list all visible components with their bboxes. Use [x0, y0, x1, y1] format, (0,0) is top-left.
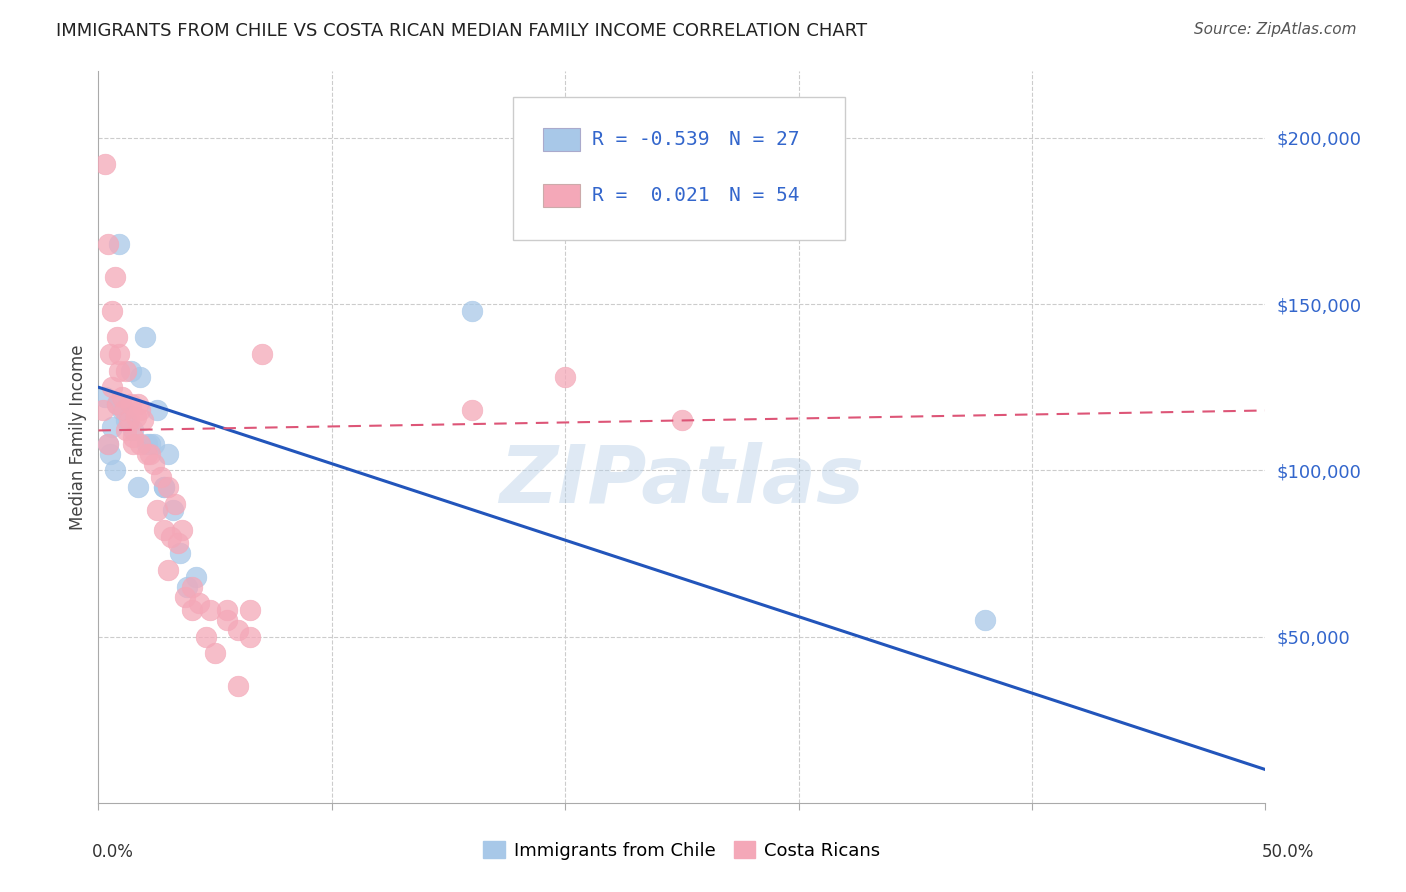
Point — [186, 570, 208, 584]
Point — [104, 270, 127, 285]
Point — [98, 347, 121, 361]
Point — [143, 436, 166, 450]
Point — [169, 546, 191, 560]
Text: Source: ZipAtlas.com: Source: ZipAtlas.com — [1194, 22, 1357, 37]
Y-axis label: Median Family Income: Median Family Income — [69, 344, 87, 530]
Text: ZIPatlas: ZIPatlas — [499, 442, 865, 520]
Point — [129, 436, 152, 450]
Point — [101, 303, 124, 318]
Point — [187, 596, 209, 610]
Point — [143, 457, 166, 471]
Point — [228, 623, 250, 637]
Point — [108, 363, 131, 377]
Point — [215, 613, 238, 627]
Point — [146, 403, 169, 417]
Point — [200, 603, 222, 617]
Point — [157, 447, 180, 461]
Point — [97, 237, 120, 252]
Point — [166, 536, 188, 550]
Point — [162, 503, 184, 517]
Text: 50.0%: 50.0% — [1263, 843, 1315, 861]
Text: R = -0.539: R = -0.539 — [592, 130, 710, 149]
Point — [165, 497, 187, 511]
Point — [97, 436, 120, 450]
Point — [108, 347, 131, 361]
Point — [180, 603, 202, 617]
Text: IMMIGRANTS FROM CHILE VS COSTA RICAN MEDIAN FAMILY INCOME CORRELATION CHART: IMMIGRANTS FROM CHILE VS COSTA RICAN MED… — [56, 22, 868, 40]
Point — [129, 403, 152, 417]
Point — [111, 390, 134, 404]
Point — [173, 590, 195, 604]
Point — [461, 403, 484, 417]
Point — [91, 403, 114, 417]
Point — [122, 430, 145, 444]
Point — [105, 397, 128, 411]
Point — [159, 530, 181, 544]
Point — [118, 413, 141, 427]
Point — [194, 630, 217, 644]
Point — [127, 480, 149, 494]
Point — [98, 447, 121, 461]
Point — [239, 603, 262, 617]
Point — [152, 480, 174, 494]
Point — [94, 390, 117, 404]
Point — [152, 523, 174, 537]
Point — [112, 403, 135, 417]
Point — [134, 330, 156, 344]
Text: N = 27: N = 27 — [728, 130, 799, 149]
Point — [108, 237, 131, 252]
Point — [115, 413, 138, 427]
Point — [204, 646, 226, 660]
Point — [157, 563, 180, 577]
Point — [146, 503, 169, 517]
Point — [461, 303, 484, 318]
FancyBboxPatch shape — [543, 184, 581, 208]
Point — [115, 424, 138, 438]
Point — [101, 380, 124, 394]
Point — [974, 613, 997, 627]
Point — [94, 157, 117, 171]
Point — [180, 580, 202, 594]
Point — [172, 523, 194, 537]
Point — [101, 420, 124, 434]
Legend: Immigrants from Chile, Costa Ricans: Immigrants from Chile, Costa Ricans — [477, 834, 887, 867]
Point — [554, 370, 576, 384]
Point — [239, 630, 262, 644]
Point — [250, 347, 273, 361]
Point — [105, 397, 128, 411]
Text: N = 54: N = 54 — [728, 186, 799, 205]
Point — [228, 680, 250, 694]
Text: 0.0%: 0.0% — [91, 843, 134, 861]
Point — [150, 470, 173, 484]
Point — [215, 603, 238, 617]
Point — [120, 397, 142, 411]
Point — [139, 436, 162, 450]
Point — [132, 413, 155, 427]
Text: R =  0.021: R = 0.021 — [592, 186, 710, 205]
Point — [157, 480, 180, 494]
Point — [122, 436, 145, 450]
Point — [115, 363, 138, 377]
Point — [127, 397, 149, 411]
Point — [176, 580, 198, 594]
Point — [125, 410, 148, 425]
FancyBboxPatch shape — [513, 97, 845, 240]
Point — [139, 447, 162, 461]
Point — [111, 403, 134, 417]
Point — [129, 370, 152, 384]
Point — [122, 424, 145, 438]
FancyBboxPatch shape — [543, 128, 581, 151]
Point — [105, 330, 128, 344]
Point — [136, 436, 159, 450]
Point — [104, 463, 127, 477]
Point — [136, 447, 159, 461]
Point — [120, 363, 142, 377]
Point — [97, 436, 120, 450]
Point — [671, 413, 693, 427]
Point — [152, 480, 174, 494]
